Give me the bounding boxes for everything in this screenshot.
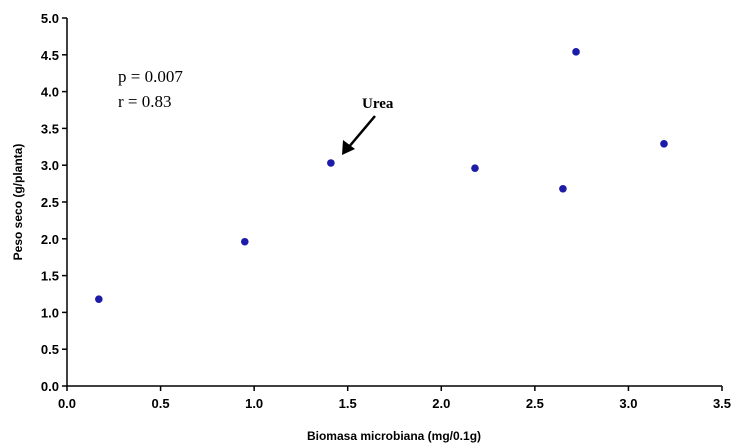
x-tick-label: 1.5 [339, 396, 357, 411]
y-axis-title: Peso seco (g/planta) [11, 144, 25, 261]
y-tick-label: 3.5 [41, 121, 59, 136]
x-tick-label: 1.0 [245, 396, 263, 411]
y-tick-label: 4.0 [41, 85, 59, 100]
point [572, 48, 580, 56]
arrow-shaft [347, 115, 376, 149]
x-tick-label: 0.5 [152, 396, 170, 411]
x-tick-label: 3.5 [713, 396, 731, 411]
y-tick-label: 1.5 [41, 269, 59, 284]
x-tick-label: 3.0 [619, 396, 637, 411]
x-tick-label: 2.0 [432, 396, 450, 411]
point [95, 295, 103, 303]
y-tick-label: 2.5 [41, 195, 59, 210]
y-tick-label: 4.5 [41, 48, 59, 63]
annotation: p = 0.007 [118, 67, 183, 86]
point [327, 159, 335, 167]
annotation: r = 0.83 [118, 92, 172, 111]
point [660, 140, 668, 148]
annotation: Urea [362, 96, 394, 112]
y-tick-label: 0.5 [41, 342, 59, 357]
y-tick-label: 5.0 [41, 11, 59, 26]
arrow-head [342, 140, 355, 155]
y-tick-label: 1.0 [41, 305, 59, 320]
point [471, 164, 479, 172]
x-tick-label: 0.0 [58, 396, 76, 411]
y-tick-label: 0.0 [41, 379, 59, 394]
x-tick-label: 2.5 [526, 396, 544, 411]
point [240, 237, 249, 246]
x-axis-title: Biomasa microbiana (mg/0.1g) [307, 429, 481, 443]
point [559, 184, 567, 193]
y-tick-label: 2.0 [41, 232, 59, 247]
y-tick-label: 3.0 [41, 158, 59, 173]
